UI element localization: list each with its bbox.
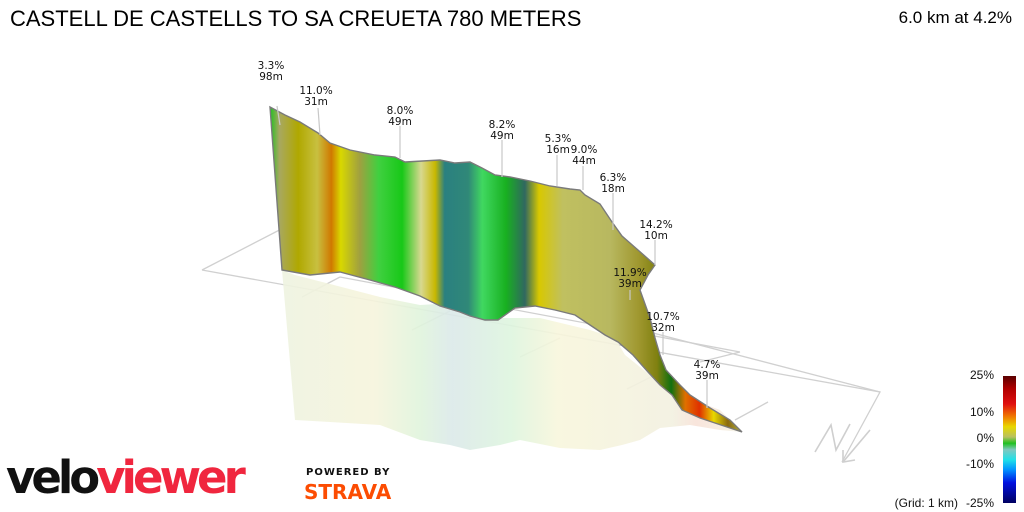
legend-label-10: 10% <box>969 405 994 419</box>
annotation-length: 10m <box>644 230 668 242</box>
annotation-gradient: 10.7% <box>646 311 679 323</box>
annotation-gradient: 11.9% <box>613 267 646 279</box>
annotation-gradient: 8.0% <box>387 105 414 117</box>
page-title: CASTELL DE CASTELLS TO SA CREUETA 780 ME… <box>10 6 582 31</box>
annotation-length: 49m <box>388 116 412 128</box>
legend-label-minus10: -10% <box>965 457 994 471</box>
annotation-gradient: 14.2% <box>639 219 672 231</box>
annotation-length: 16m <box>546 144 570 156</box>
annotation-length: 31m <box>304 96 328 108</box>
annotation-gradient: 9.0% <box>571 144 598 156</box>
annotation-gradient: 8.2% <box>489 119 516 131</box>
annotation-length: 18m <box>601 183 625 195</box>
profile-reflection <box>282 270 742 450</box>
legend-label-0: 0% <box>976 431 994 445</box>
powered-by-label: POWERED BY <box>306 467 391 478</box>
gradient-annotations: 3.3% 98m 11.0% 31m 8.0% 49m 8.2% 49m 5.3… <box>258 60 721 382</box>
gradient-color-legend: 25% 10% 0% -10% -25% <box>960 368 1024 512</box>
annotation-leaders <box>276 105 708 408</box>
profile-wall <box>269 105 743 433</box>
annotation-length: 98m <box>259 71 283 83</box>
strava-logo: STRAVA <box>304 480 392 504</box>
annotation-length: 44m <box>572 155 596 167</box>
annotation-length: 39m <box>695 370 719 382</box>
grid-scale-note: (Grid: 1 km) <box>894 496 958 510</box>
annotation-gradient: 3.3% <box>258 60 285 72</box>
color-scale-bar <box>1003 376 1016 503</box>
annotation-length: 39m <box>618 278 642 290</box>
route-summary: 6.0 km at 4.2% <box>898 8 1012 27</box>
annotation-length: 32m <box>651 322 675 334</box>
annotation-gradient: 4.7% <box>694 359 721 371</box>
annotation-gradient: 5.3% <box>545 133 572 145</box>
north-arrow-icon <box>814 422 871 463</box>
annotation-length: 49m <box>490 130 514 142</box>
legend-label-min: -25% <box>965 496 994 510</box>
annotation-gradient: 11.0% <box>299 85 332 97</box>
veloviewer-logo: veloviewer <box>6 451 246 504</box>
annotation-gradient: 6.3% <box>600 172 627 184</box>
legend-label-max: 25% <box>969 368 994 382</box>
